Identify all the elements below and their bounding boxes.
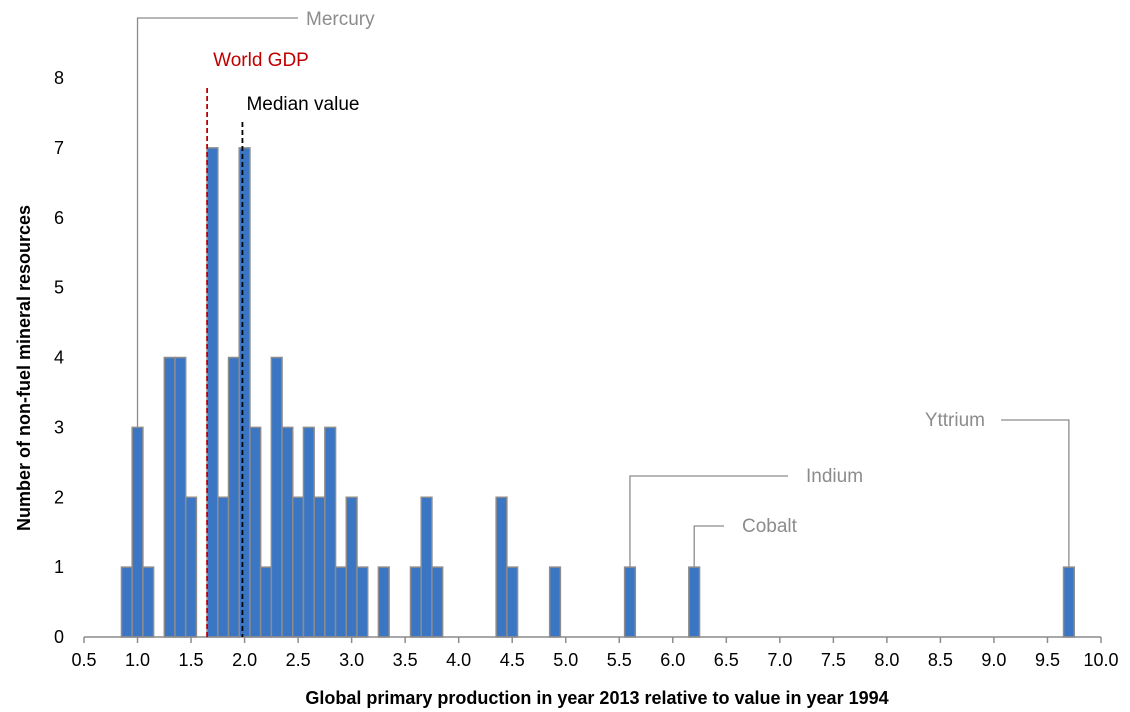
histogram-bar <box>409 566 422 638</box>
histogram-bar <box>249 426 262 638</box>
histogram-bar <box>292 496 305 638</box>
histogram-bar <box>334 566 348 638</box>
reference-line-label: Median value <box>246 94 359 115</box>
callout-label: Indium <box>806 466 863 487</box>
x-tick-label: 8.0 <box>874 650 899 670</box>
histogram-bar <box>206 147 219 638</box>
histogram-bar <box>688 566 701 638</box>
x-axis-title: Global primary production in year 2013 r… <box>305 688 888 708</box>
x-tick-label: 1.0 <box>125 650 150 670</box>
histogram-bar <box>270 356 283 638</box>
histogram-bar <box>120 566 133 638</box>
callout-leader-line <box>1001 419 1070 568</box>
y-tick-label: 0 <box>54 627 64 647</box>
histogram-bar <box>217 496 230 638</box>
x-tick-label: 2.5 <box>286 650 311 670</box>
x-tick-label: 6.0 <box>660 650 685 670</box>
histogram-bar <box>313 496 326 638</box>
histogram-bar <box>142 566 155 638</box>
x-tick-label: 3.0 <box>339 650 364 670</box>
histogram-bar <box>324 426 337 638</box>
x-tick-label: 8.5 <box>928 650 953 670</box>
reference-lines-group: World GDP Median value <box>206 50 359 637</box>
x-tick-label: 7.0 <box>767 650 792 670</box>
annotations-group: Mercury Indium Cobalt Yttrium <box>136 9 1070 568</box>
histogram-bar <box>174 356 187 638</box>
histogram-bar <box>623 566 637 638</box>
histogram-bar <box>548 566 562 638</box>
x-tick-label: 5.5 <box>607 650 632 670</box>
x-tick-label: 6.5 <box>714 650 739 670</box>
histogram-bar <box>281 426 294 638</box>
histogram-bar <box>302 426 315 638</box>
x-tick-label: 2.0 <box>232 650 257 670</box>
histogram-bar <box>495 496 508 638</box>
histogram-bar <box>259 566 273 638</box>
callout-leader-line <box>629 475 788 568</box>
y-axis-title: Number of non-fuel mineral resources <box>14 205 34 531</box>
x-tick-label: 4.5 <box>500 650 525 670</box>
histogram-bar <box>184 496 198 638</box>
histogram-bar <box>345 496 358 638</box>
x-ticks-group: 0.5 1.0 1.5 2.0 2.5 3.0 3.5 4.0 4.5 5.0 5.5 6.0 6.5 7… <box>71 637 1119 670</box>
x-tick-label: 7.5 <box>821 650 846 670</box>
x-tick-label: 3.5 <box>393 650 418 670</box>
histogram-bar <box>227 356 240 638</box>
x-tick-label: 4.0 <box>446 650 471 670</box>
x-tick-label: 0.5 <box>71 650 96 670</box>
x-tick-label: 9.0 <box>981 650 1006 670</box>
y-tick-label: 1 <box>54 557 64 577</box>
y-tick-label: 8 <box>54 68 64 88</box>
callout-label: Mercury <box>306 9 375 30</box>
y-tick-label: 4 <box>54 348 64 368</box>
histogram-bar <box>238 147 251 638</box>
histogram-bar <box>377 566 390 638</box>
histogram-bar <box>131 426 144 638</box>
y-ticks-group: 0 1 2 3 4 5 6 7 8 <box>54 68 64 647</box>
x-tick-label: 10.0 <box>1083 650 1118 670</box>
histogram-bar <box>1062 566 1075 638</box>
callout-label: Yttrium <box>925 410 985 431</box>
histogram-bar <box>431 566 444 638</box>
reference-line-label: World GDP <box>213 50 309 71</box>
y-tick-label: 5 <box>54 278 64 298</box>
bars-group <box>120 147 1075 638</box>
y-tick-label: 7 <box>54 138 64 158</box>
histogram-bar <box>356 566 369 638</box>
histogram-bar <box>506 566 519 638</box>
y-tick-label: 6 <box>54 208 64 228</box>
x-tick-label: 5.0 <box>553 650 578 670</box>
x-tick-label: 9.5 <box>1035 650 1060 670</box>
y-tick-label: 2 <box>54 487 64 507</box>
y-tick-label: 3 <box>54 417 64 437</box>
callout-label: Cobalt <box>742 516 798 537</box>
histogram-bar <box>420 496 433 638</box>
histogram-bar <box>163 356 176 638</box>
callout-leader-line <box>693 525 724 568</box>
x-tick-label: 1.5 <box>179 650 204 670</box>
callout-leader-line <box>136 17 298 428</box>
